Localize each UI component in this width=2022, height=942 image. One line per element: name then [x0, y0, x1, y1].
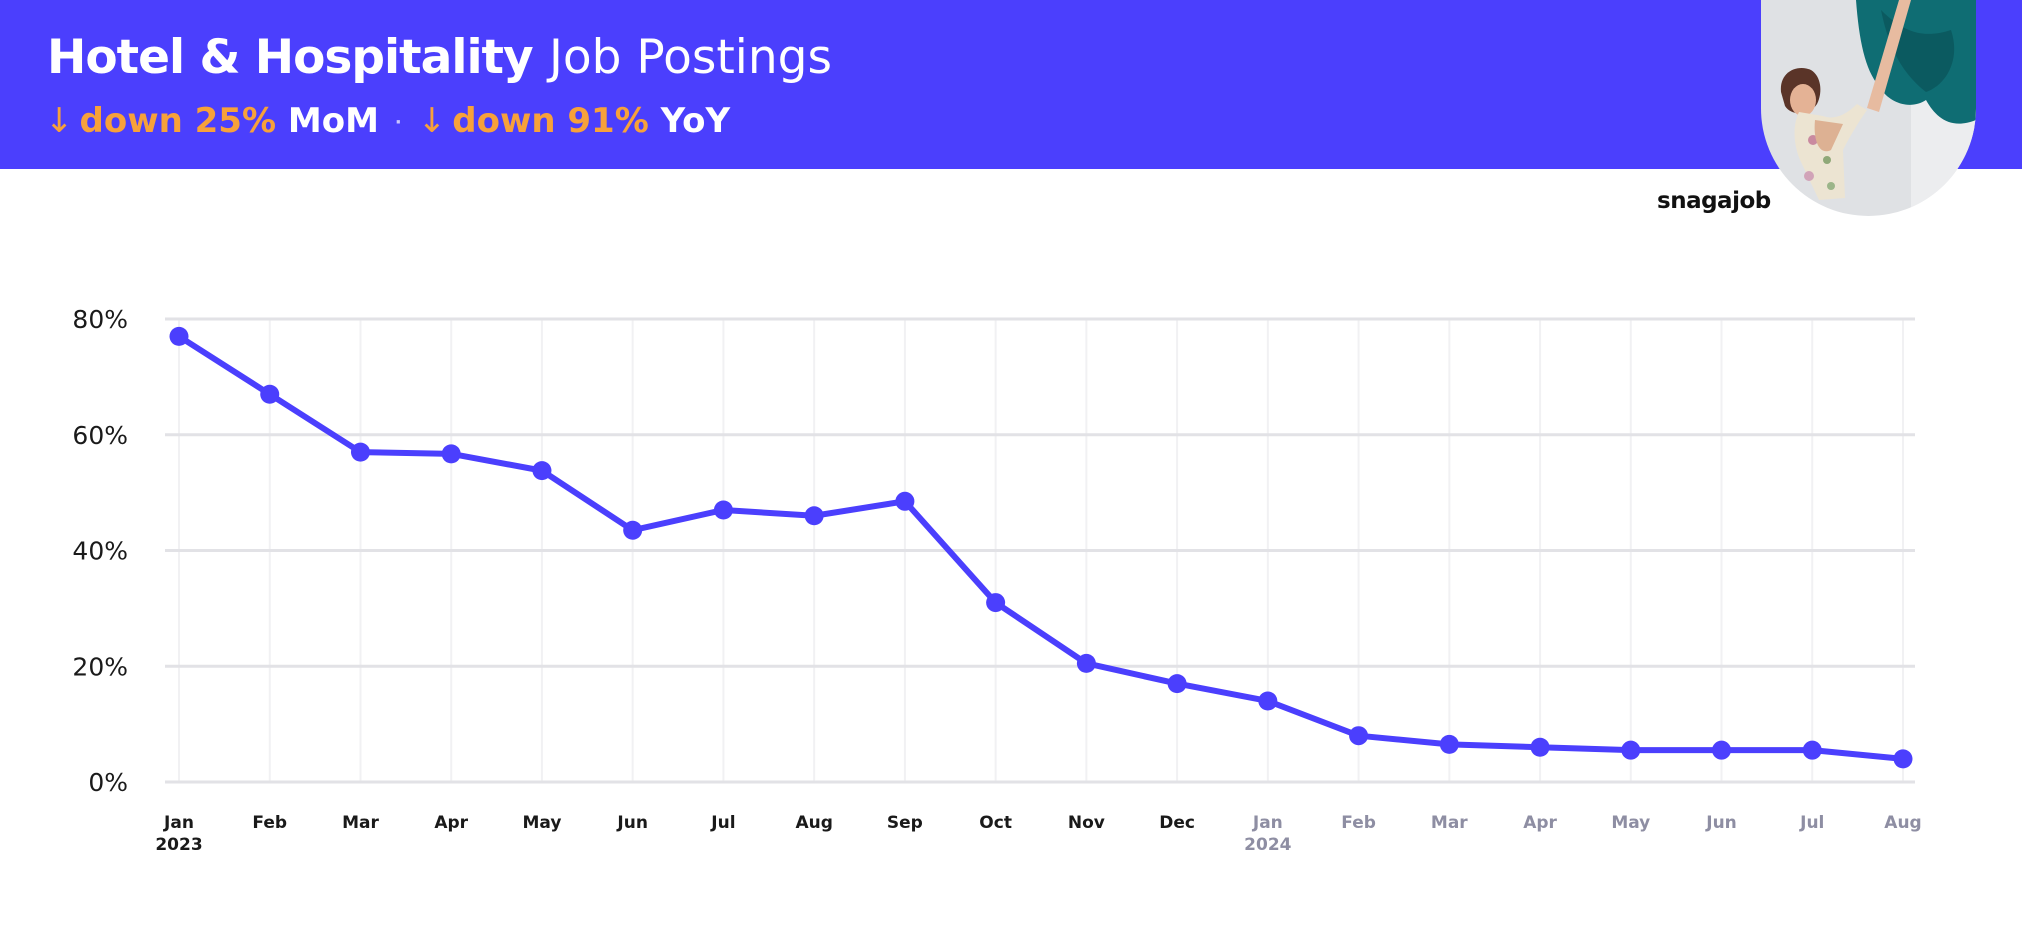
data-point	[1076, 653, 1096, 673]
separator-dot: ·	[394, 111, 402, 133]
x-tick-label: Mar	[342, 813, 379, 833]
change-summary: ↓ down 25% MoM · ↓ down 91% YoY	[45, 96, 730, 148]
data-point	[1893, 749, 1913, 769]
data-point	[169, 326, 189, 346]
y-tick-label: 80%	[72, 305, 128, 334]
y-tick-label: 60%	[72, 421, 128, 450]
x-tick-label: Mar	[1431, 813, 1468, 833]
yoy-change: down 91%	[452, 101, 649, 141]
data-points	[169, 326, 1913, 769]
x-tick-label: Aug	[795, 813, 832, 833]
x-tick-label: Apr	[434, 813, 468, 833]
data-point	[1439, 734, 1459, 754]
data-point	[1349, 726, 1369, 746]
title-light: Job Postings	[549, 30, 832, 85]
data-point	[1802, 740, 1822, 760]
series-line	[176, 333, 1906, 762]
person-photo-illustration	[1761, 0, 1976, 216]
x-tick-label: Sep	[887, 813, 923, 833]
yoy-label: YoY	[660, 101, 731, 141]
x-tick-label: Jan	[163, 813, 194, 833]
y-tick-label: 20%	[72, 652, 128, 681]
data-point	[1530, 737, 1550, 757]
hero-photo	[1761, 0, 1976, 216]
y-tick-label: 40%	[72, 537, 128, 566]
x-tick-label: Jul	[1799, 813, 1824, 833]
y-tick-label: 0%	[88, 768, 128, 797]
down-arrow-icon: ↓	[45, 101, 74, 141]
x-tick-label: Jan	[1252, 813, 1283, 833]
x-tick-label: Jun	[616, 813, 648, 833]
data-point	[532, 461, 552, 481]
x-tick-label: Apr	[1523, 813, 1557, 833]
x-tick-label: Dec	[1159, 813, 1195, 833]
header-banner	[0, 0, 2022, 169]
title-bold: Hotel & Hospitality	[47, 30, 534, 85]
mom-label: MoM	[287, 101, 379, 141]
data-point	[986, 593, 1006, 613]
x-tick-year: 2023	[155, 835, 202, 855]
data-point	[350, 442, 370, 462]
data-point	[260, 384, 280, 404]
x-tick-label: Nov	[1068, 813, 1105, 833]
snagajob-logo: snagajob	[1657, 188, 1771, 214]
data-point	[713, 500, 733, 520]
y-axis: 0% 20% 40% 60% 80%	[72, 305, 128, 797]
data-point	[1258, 691, 1278, 711]
x-tick-label: Feb	[1341, 813, 1376, 833]
data-point	[623, 520, 643, 540]
x-tick-label: May	[522, 813, 561, 833]
data-point	[1621, 740, 1641, 760]
down-arrow-icon: ↓	[417, 101, 447, 141]
x-tick-label: Feb	[252, 813, 287, 833]
x-tick-year: 2024	[1244, 835, 1291, 855]
page-title: Hotel & Hospitality Job Postings	[47, 24, 832, 92]
data-point	[1712, 740, 1732, 760]
data-point	[804, 506, 824, 526]
data-point	[895, 491, 915, 511]
data-point	[441, 444, 461, 464]
data-point	[1167, 674, 1187, 694]
x-tick-label: Jul	[710, 813, 735, 833]
x-tick-label: Jun	[1705, 813, 1737, 833]
x-tick-label: May	[1611, 813, 1650, 833]
gridlines	[165, 317, 1915, 784]
x-tick-label: Aug	[1884, 813, 1921, 833]
x-tick-label: Oct	[979, 813, 1012, 833]
mom-change: down 25%	[79, 101, 277, 141]
